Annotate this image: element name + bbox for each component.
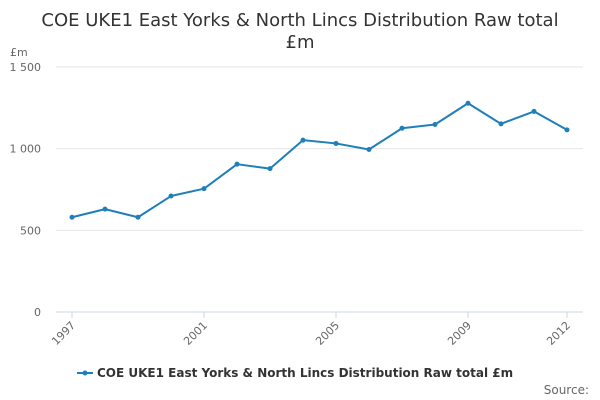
y-tick-label: 1 500 [10, 61, 42, 74]
data-point[interactable] [399, 125, 405, 131]
data-point[interactable] [465, 100, 471, 106]
x-tick-label: 2005 [313, 319, 342, 348]
x-tick-label: 2012 [544, 319, 573, 348]
data-point[interactable] [564, 127, 570, 133]
data-point[interactable] [498, 121, 504, 127]
source-label: Source: [544, 383, 589, 397]
series-layer [69, 100, 570, 220]
y-axis-unit: £m [10, 46, 28, 59]
data-point[interactable] [531, 108, 537, 114]
legend-label: COE UKE1 East Yorks & North Lincs Distri… [97, 366, 513, 380]
y-tick-label: 1 000 [10, 143, 42, 156]
chart-title-line-2: £m [286, 32, 315, 53]
x-tick-label: 2009 [445, 319, 474, 348]
data-point[interactable] [366, 146, 372, 152]
y-tick-label: 500 [20, 224, 41, 237]
data-point[interactable] [333, 140, 339, 146]
chart-title: COE UKE1 East Yorks & North Lincs Distri… [41, 10, 558, 53]
data-point[interactable] [234, 161, 240, 167]
series-line [71, 102, 568, 219]
data-point[interactable] [135, 214, 141, 220]
legend[interactable]: COE UKE1 East Yorks & North Lincs Distri… [77, 366, 513, 380]
data-point[interactable] [432, 121, 438, 127]
legend-swatch-marker [82, 370, 88, 376]
gridlines [56, 66, 583, 231]
data-point[interactable] [300, 137, 306, 143]
x-tick-label: 1997 [49, 319, 78, 348]
data-point[interactable] [267, 166, 273, 172]
data-point[interactable] [168, 193, 174, 199]
chart-title-line-1: COE UKE1 East Yorks & North Lincs Distri… [41, 10, 558, 31]
data-point[interactable] [102, 206, 108, 212]
data-point[interactable] [201, 186, 207, 192]
x-tick-label: 2001 [181, 319, 210, 348]
data-point[interactable] [69, 214, 75, 220]
y-tick-label: 0 [34, 306, 41, 319]
y-axis-ticks: 0 500 1 000 1 500 [10, 61, 42, 319]
x-axis-ticks: 1997 2001 2005 2009 2012 [49, 312, 573, 348]
